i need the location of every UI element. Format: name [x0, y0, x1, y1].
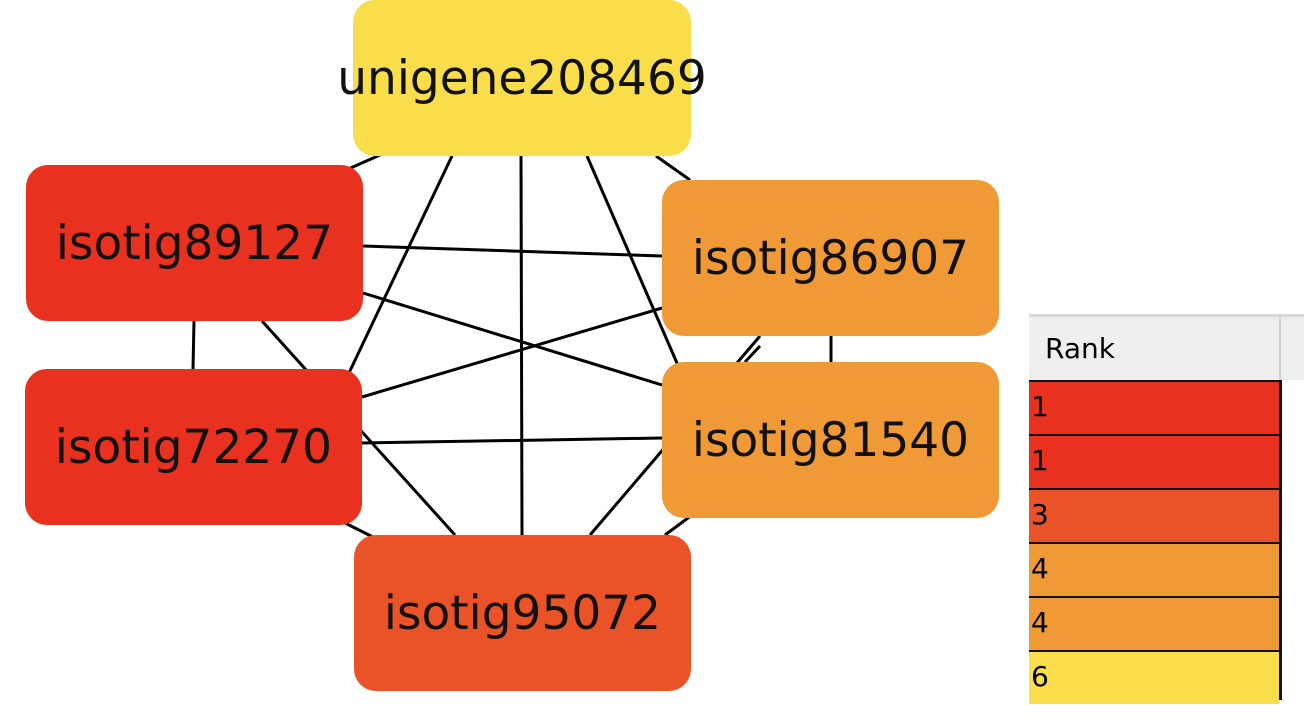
rank-row[interactable]: 3	[1029, 488, 1279, 542]
rank-row[interactable]: 4	[1029, 542, 1279, 596]
node-label: isotig72270	[54, 419, 333, 475]
edge-89127-72270	[191, 320, 196, 370]
edge-unigene-81540	[585, 155, 682, 371]
node-label: unigene208469	[337, 50, 707, 106]
node-isotig89127[interactable]: isotig89127	[26, 165, 363, 321]
rank-row[interactable]: 4	[1029, 596, 1279, 650]
node-isotig81540[interactable]: isotig81540	[662, 362, 999, 518]
rank-row[interactable]: 1	[1029, 380, 1279, 434]
rank-value: 1	[1031, 390, 1049, 423]
rank-row[interactable]: 6	[1029, 650, 1279, 704]
node-label: isotig86907	[691, 230, 970, 286]
rank-table: Rank 1 1 3 4 4 6	[1029, 314, 1304, 704]
network-diagram: unigene208469 isotig89127 isotig86907 is…	[25, 0, 999, 691]
edge-89127-86907	[362, 244, 663, 258]
node-isotig86907[interactable]: isotig86907	[662, 180, 999, 336]
node-label: isotig95072	[383, 585, 662, 641]
node-isotig72270[interactable]: isotig72270	[25, 369, 362, 525]
edge-unigene-86907	[655, 154, 691, 182]
column-separator[interactable]	[1279, 317, 1281, 383]
node-unigene208469[interactable]: unigene208469	[337, 0, 707, 156]
edge-81540-89127-seg	[743, 344, 762, 364]
rank-column-header[interactable]: Rank	[1029, 314, 1304, 383]
rank-value: 6	[1031, 660, 1049, 693]
edge-72270-81540	[361, 436, 663, 445]
node-label: isotig89127	[55, 215, 334, 271]
rank-header-label: Rank	[1045, 332, 1115, 365]
edge-81540-95072	[664, 513, 693, 537]
node-label: isotig81540	[691, 412, 970, 468]
rank-row[interactable]: 1	[1029, 434, 1279, 488]
rank-value: 1	[1031, 444, 1049, 477]
table-right-border	[1279, 380, 1282, 700]
edge-72270-86907	[361, 306, 663, 399]
edge-unigene-72270	[346, 155, 454, 376]
rank-value: 4	[1031, 606, 1049, 639]
node-isotig95072[interactable]: isotig95072	[354, 535, 691, 691]
edge-unigene-95072	[519, 155, 524, 536]
rank-value: 3	[1031, 498, 1049, 531]
edge-89127-81540	[362, 291, 663, 387]
rank-value: 4	[1031, 552, 1049, 585]
